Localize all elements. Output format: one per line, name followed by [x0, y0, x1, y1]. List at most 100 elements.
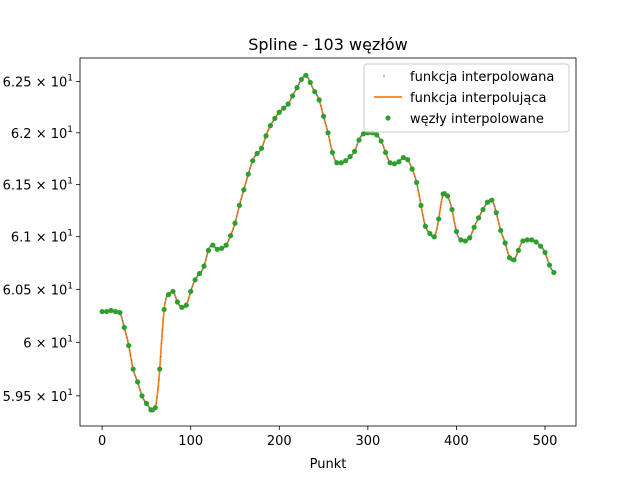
interpolated-point: [515, 256, 517, 258]
interpolated-point: [356, 144, 358, 146]
node-point: [312, 89, 318, 95]
x-axis-label: Punkt: [310, 457, 347, 472]
node-point: [338, 160, 344, 166]
y-axis: 5.95 × 101 6 × 101 6.05 × 101 6.1 × 101 6.15…: [3, 73, 80, 405]
node-point: [493, 210, 499, 216]
interpolated-point: [206, 255, 208, 258]
interpolated-point: [330, 144, 332, 146]
interpolated-point: [124, 330, 126, 332]
interpolated-point: [426, 229, 428, 231]
interpolated-point: [138, 386, 140, 389]
node-point: [458, 237, 464, 243]
interpolated-point: [289, 100, 291, 102]
interpolated-point: [228, 239, 230, 241]
node-point: [480, 206, 486, 213]
node-point: [170, 288, 176, 295]
y-tick-label: 6.05 × 101: [3, 281, 73, 298]
interpolated-point: [293, 91, 295, 94]
interpolated-point: [414, 175, 416, 177]
interpolated-point: [204, 262, 206, 264]
interpolated-point: [448, 199, 450, 201]
interpolated-point: [456, 233, 458, 236]
interpolated-point: [413, 172, 415, 175]
interpolated-point: [135, 376, 137, 378]
interpolated-point: [290, 98, 292, 100]
interpolated-point: [323, 119, 326, 121]
interpolated-point: [191, 285, 194, 287]
interpolated-point: [235, 219, 237, 221]
node-point: [179, 304, 185, 310]
interpolated-point: [188, 296, 190, 299]
interpolated-point: [298, 83, 300, 85]
node-point: [413, 179, 420, 186]
node-point: [440, 191, 446, 197]
interpolated-point: [233, 225, 235, 227]
node-point: [462, 238, 468, 244]
node-point: [449, 206, 455, 213]
interpolated-point: [550, 268, 552, 270]
interpolated-point: [355, 146, 357, 148]
interpolated-point: [415, 178, 417, 180]
node-point: [360, 131, 367, 137]
x-axis: 0 100 200 300 400 500: [98, 426, 557, 449]
interpolated-point: [130, 359, 132, 361]
interpolated-point: [457, 236, 459, 238]
node-point: [396, 159, 402, 165]
interpolated-point: [476, 220, 478, 222]
interpolated-point: [129, 354, 132, 356]
interpolated-point: [435, 231, 437, 233]
interpolated-point: [162, 318, 164, 320]
interpolated-point: [419, 199, 421, 201]
node-point: [378, 138, 384, 144]
interpolated-point: [133, 371, 135, 373]
node-point: [188, 288, 194, 295]
interpolated-point: [268, 128, 270, 130]
interpolated-point: [386, 156, 388, 158]
interpolated-point: [497, 219, 499, 221]
interpolated-point: [454, 222, 456, 224]
interpolated-point: [272, 120, 274, 122]
node-point: [254, 150, 260, 157]
node-point: [281, 105, 287, 111]
interpolated-point: [452, 213, 454, 215]
interpolated-point: [475, 222, 477, 224]
interpolated-point: [326, 128, 328, 130]
node-point: [515, 247, 522, 253]
interpolated-point: [122, 323, 124, 325]
interpolated-point: [205, 259, 207, 261]
node-point: [475, 215, 482, 221]
interpolated-point: [470, 233, 473, 235]
node-point: [334, 160, 340, 166]
interpolated-point: [493, 205, 496, 207]
interpolated-point: [125, 333, 127, 335]
interpolated-point: [227, 241, 229, 243]
chart-title: Spline - 103 węzłów: [248, 35, 408, 54]
interpolated-point: [479, 213, 481, 216]
node-point: [241, 187, 247, 193]
node-point: [511, 257, 517, 263]
interpolated-point: [232, 228, 234, 230]
node-point: [356, 137, 362, 143]
interpolated-point: [383, 146, 385, 149]
interpolated-point: [294, 90, 296, 92]
node-point: [529, 237, 535, 243]
node-point: [263, 133, 269, 139]
interpolated-point: [131, 364, 133, 366]
node-point: [258, 145, 265, 151]
node-point: [409, 166, 415, 172]
node-point: [374, 132, 380, 138]
interpolated-point: [493, 202, 495, 205]
axes-frame: [79, 57, 577, 427]
node-point: [103, 308, 110, 315]
node-point: [245, 171, 251, 177]
interpolated-point: [333, 157, 335, 159]
interpolated-point: [121, 319, 124, 322]
interpolated-point: [496, 215, 498, 217]
interpolated-point: [311, 85, 313, 88]
y-tick-label: 6.2 × 101: [11, 125, 73, 142]
interpolated-point: [423, 218, 425, 220]
node-point: [436, 216, 442, 222]
interpolated-point: [437, 223, 439, 225]
interpolated-point: [262, 143, 264, 145]
node-point: [320, 113, 327, 119]
